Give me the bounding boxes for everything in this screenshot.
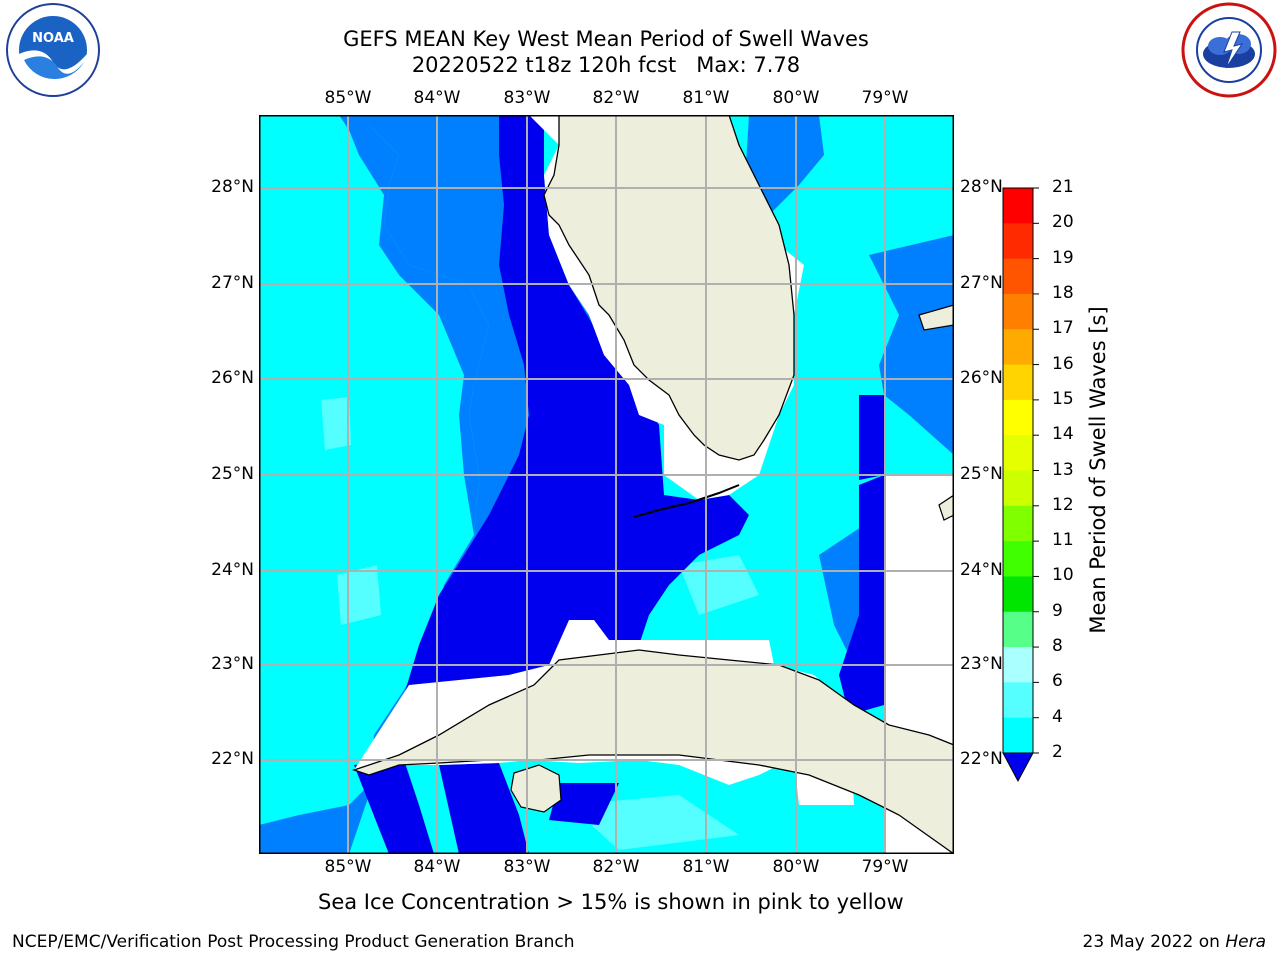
colorbar-tick-label: 12 xyxy=(1052,494,1074,515)
title-line-1: GEFS MEAN Key West Mean Period of Swell … xyxy=(343,27,869,51)
sea-dark-blue-patch xyxy=(839,475,884,715)
isle-of-youth-land xyxy=(510,764,562,813)
sea-ice-footnote: Sea Ice Concentration > 15% is shown in … xyxy=(318,890,904,914)
sea-dark-blue-patch xyxy=(439,763,529,854)
sea-dark-blue-patch xyxy=(354,760,434,854)
colorbar-bin xyxy=(1003,611,1033,648)
lat-label-right: 22°N xyxy=(960,749,1003,769)
lat-label-right: 24°N xyxy=(960,560,1003,580)
colorbar-bin xyxy=(1003,293,1033,330)
lat-label-left: 22°N xyxy=(211,749,254,769)
lat-label-right: 27°N xyxy=(960,273,1003,293)
lon-label-bottom: 81°W xyxy=(682,857,730,877)
colorbar-tick-label: 11 xyxy=(1052,530,1074,551)
lon-label-top: 85°W xyxy=(324,88,372,108)
colorbar-tick-label: 13 xyxy=(1052,459,1074,480)
lon-label-bottom: 85°W xyxy=(324,857,372,877)
colorbar-bin xyxy=(1003,329,1033,366)
lat-label-right: 28°N xyxy=(960,177,1003,197)
title-line-2: 20220522 t18z 120h fcst Max: 7.78 xyxy=(411,53,801,77)
colorbar-tick-label: 15 xyxy=(1052,388,1074,409)
lat-label-left: 24°N xyxy=(211,560,254,580)
lon-label-top: 82°W xyxy=(592,88,640,108)
colorbar-bin xyxy=(1003,470,1033,507)
lon-label-bottom: 82°W xyxy=(592,857,640,877)
colorbar-bin xyxy=(1003,717,1033,754)
colorbar-tick-label: 2 xyxy=(1052,742,1063,762)
lon-label-top: 80°W xyxy=(772,88,820,108)
sea-light-patch xyxy=(337,565,381,625)
colorbar-bin xyxy=(1003,541,1033,577)
florida-land xyxy=(543,115,795,461)
colorbar-tick-label: 14 xyxy=(1052,424,1074,445)
sea-dark-blue-patch xyxy=(859,395,884,480)
colorbar-bin xyxy=(1003,223,1033,260)
map-grid xyxy=(259,115,954,854)
lat-label-left: 28°N xyxy=(211,177,254,197)
colorbar-bin xyxy=(1003,258,1033,295)
colorbar-bin xyxy=(1003,505,1033,542)
colorbar xyxy=(1002,187,1039,783)
noaa-logo-text: NOAA xyxy=(32,31,74,46)
nws-logo xyxy=(1181,2,1277,98)
colorbar-tick-label: 17 xyxy=(1052,318,1074,339)
colorbar-tick-label: 18 xyxy=(1052,282,1074,303)
footer-date-text: 23 May 2022 on xyxy=(1082,932,1226,952)
colorbar-bin xyxy=(1003,399,1033,436)
lat-label-right: 26°N xyxy=(960,368,1003,388)
lon-label-bottom: 80°W xyxy=(772,857,820,877)
lat-label-left: 25°N xyxy=(211,464,254,484)
colorbar-bin xyxy=(1003,364,1033,401)
noaa-logo: NOAA xyxy=(6,3,100,97)
colorbar-bin xyxy=(1003,647,1033,683)
lat-label-left: 27°N xyxy=(211,273,254,293)
colorbar-tick-label: 20 xyxy=(1052,212,1074,233)
lat-label-right: 25°N xyxy=(960,464,1003,484)
sea-blue-band xyxy=(259,115,489,854)
lat-label-left: 26°N xyxy=(211,368,254,388)
colorbar-tick-label: 21 xyxy=(1052,177,1074,197)
colorbar-bin xyxy=(1003,576,1033,613)
colorbar-title: Mean Period of Swell Waves [s] xyxy=(1086,306,1110,634)
colorbar-bin xyxy=(1003,435,1033,471)
sea-dark-blue-patch xyxy=(549,783,619,825)
colorbar-tick-label: 16 xyxy=(1052,353,1074,374)
colorbar-tick-label: 6 xyxy=(1052,671,1063,692)
colorbar-tick-label: 9 xyxy=(1052,600,1063,621)
colorbar-bin xyxy=(1003,188,1033,224)
sea-blue-band xyxy=(869,235,954,455)
map-panel xyxy=(259,115,954,854)
lon-label-bottom: 83°W xyxy=(503,857,551,877)
colorbar-tick-label: 8 xyxy=(1052,636,1063,657)
colorbar-bin xyxy=(1003,682,1033,719)
lon-label-bottom: 79°W xyxy=(861,857,909,877)
sea-light-patch xyxy=(569,795,739,850)
map-border xyxy=(259,115,954,854)
lon-label-top: 81°W xyxy=(682,88,730,108)
sea-dark-blue-channel xyxy=(404,115,749,695)
colorbar-tick-label: 10 xyxy=(1052,565,1074,586)
lat-label-left: 23°N xyxy=(211,654,254,674)
lon-label-bottom: 84°W xyxy=(413,857,461,877)
bahamas-land xyxy=(918,304,954,331)
colorbar-under-triangle xyxy=(1002,752,1034,783)
lat-label-right: 23°N xyxy=(960,654,1003,674)
bahamas-land xyxy=(938,494,954,521)
colorbar-tick-label: 4 xyxy=(1052,706,1063,727)
lon-label-top: 83°W xyxy=(503,88,551,108)
lon-label-top: 84°W xyxy=(413,88,461,108)
footer-machine: Hera xyxy=(1225,932,1266,952)
footer-credit: NCEP/EMC/Verification Post Processing Pr… xyxy=(12,932,575,952)
colorbar-tick-label: 19 xyxy=(1052,247,1074,268)
chart-title: GEFS MEAN Key West Mean Period of Swell … xyxy=(256,26,956,78)
florida-keys xyxy=(633,484,740,518)
lon-label-top: 79°W xyxy=(861,88,909,108)
sea-light-patch xyxy=(321,397,351,450)
footer-date: 23 May 2022 on Hera xyxy=(1083,932,1267,952)
